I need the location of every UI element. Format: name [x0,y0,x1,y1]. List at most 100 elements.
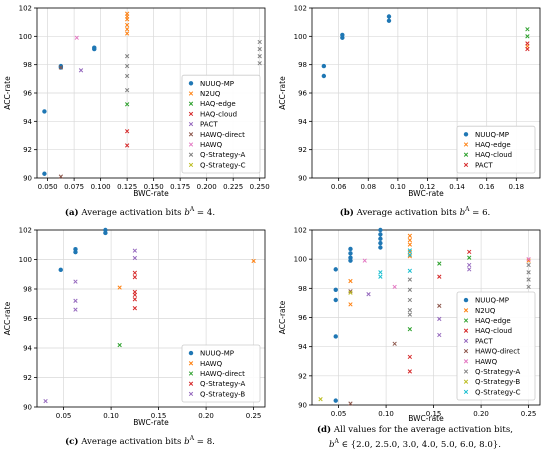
data-point [378,274,383,279]
x-tick-label: 0.06 [331,183,347,191]
data-point [392,341,397,346]
y-tick-label: 102 [19,5,32,13]
y-axis-label: ACC-rate [3,76,12,110]
legend-marker [188,391,194,397]
legend-label: HAQ-cloud [475,151,512,159]
y-tick-label: 96 [23,90,32,98]
data-point [257,54,262,59]
legend-label: Q-Strategy-B [475,378,520,386]
x-axis-label: BWC-rate [133,418,169,427]
data-point [132,248,138,253]
data-point [526,277,531,282]
caption-label: (b) [339,207,354,218]
legend-marker [463,338,469,344]
legend-label: NUUQ-MP [475,131,509,139]
data-point [333,398,338,403]
data-point [407,287,413,292]
y-tick-label: 90 [23,175,32,183]
data-point [348,302,353,307]
data-point [251,258,256,264]
scatter-chart-d: 0.05 0.10 0.15 0.20 0.25 90 92 94 96 98 100 102 BWC-… [278,227,541,423]
scatter-chart-c: 0.05 0.10 0.15 0.20 0.25 90 92 94 96 98 100 102 BWC-… [3,227,266,427]
legend-marker [463,328,469,333]
x-tick-label: 0.125 [117,183,137,191]
data-point [58,174,64,179]
data-point [117,342,122,348]
y-tick-label: 100 [294,256,307,264]
data-point [340,35,345,40]
data-point [132,292,138,298]
y-tick-label: 94 [298,118,307,126]
x-tick-label: 0.175 [170,183,190,191]
legend-label: N2UQ [475,307,496,315]
data-point [92,45,97,50]
data-point [526,262,531,268]
data-point [378,232,383,237]
x-tick-label: 0.05 [331,410,347,418]
caption-b: (b) Average activation bits bA = 6. [280,204,550,219]
legend-label: HAQ-edge [475,141,511,149]
data-point [407,312,413,317]
legend-marker [188,152,194,157]
legend-label: HAQ-edge [475,317,511,325]
data-point [525,34,530,39]
data-point [407,248,413,253]
data-point [348,258,353,263]
data-point [378,227,383,233]
x-tick-label: 0.15 [151,412,167,420]
x-tick-label: 0.08 [360,183,376,191]
data-point [124,31,130,36]
data-point [467,262,472,268]
legend-marker [463,348,469,354]
x-tick-label: 0.12 [420,183,436,191]
y-tick-label: 102 [19,227,32,235]
data-point [407,252,413,257]
legend-label: HAWQ [200,141,223,149]
caption-text: Average activation bits [81,207,182,218]
scatter-chart-b: 0.06 0.08 0.10 0.12 0.14 0.16 0.18 90 92 94 96 98 10… [278,5,541,198]
legend-label: HAWQ-direct [200,370,245,378]
legend-marker [188,81,194,86]
caption-label: (d) [316,425,332,435]
legend-marker [463,152,469,157]
caption-symbol: b [184,436,190,447]
y-tick-label: 100 [19,256,32,264]
x-tick-label: 0.25 [521,410,537,418]
legend-label: Q-Strategy-C [200,161,246,169]
data-point [378,236,383,241]
caption-text: All values for the average activation bi… [333,425,514,435]
caption-symbol: b [184,207,190,218]
legend-marker [188,361,194,366]
legend-marker [188,91,194,96]
data-point [73,249,78,255]
data-point [132,297,138,302]
legend-marker [463,389,469,395]
x-tick-label: 0.25 [246,412,262,420]
data-point [467,267,472,272]
legend: NUUQ-MP N2UQ HAQ-edge HAQ-cloud PACT HAWQ-dir… [456,291,536,401]
legend-label: HAQ-cloud [200,110,237,118]
data-point [467,255,472,260]
data-point [124,54,130,59]
y-tick-label: 98 [298,285,307,293]
data-point [124,22,130,28]
legend-marker [463,318,469,323]
caption-text: Average activation bits [81,436,182,447]
data-point [348,401,353,406]
legend: NUUQ-MP HAWQ HAWQ-direct Q-Strategy-A Q-Stra… [181,344,261,403]
y-tick-label: 90 [298,402,307,410]
legend-marker [188,101,194,106]
data-point [58,65,64,70]
x-tick-label: 0.16 [479,183,495,191]
legend-label: PACT [200,121,218,129]
legend-label: HAWQ [475,358,498,366]
data-point [124,88,130,93]
data-point [525,41,530,46]
caption-value: ∈ {2.0, 2.5.0, 3.0, 4.0, 5.0, 6.0, 8.0}. [338,439,501,450]
legend-marker [188,350,194,356]
x-axis-label: BWC-rate [408,189,444,198]
caption-text: Average activation bits [356,207,457,218]
data-point [333,334,338,339]
data-point [42,171,47,176]
data-point [333,297,338,303]
